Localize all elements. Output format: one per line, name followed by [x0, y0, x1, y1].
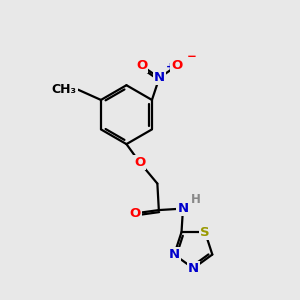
- Text: CH₃: CH₃: [52, 83, 76, 96]
- Text: O: O: [130, 206, 141, 220]
- Text: N: N: [188, 262, 199, 275]
- Text: N: N: [169, 248, 180, 261]
- Text: +: +: [166, 62, 175, 73]
- Text: O: O: [171, 59, 183, 72]
- Text: H: H: [190, 193, 200, 206]
- Text: N: N: [154, 71, 165, 84]
- Text: S: S: [200, 226, 210, 238]
- Text: O: O: [134, 156, 145, 169]
- Text: N: N: [177, 202, 188, 215]
- Text: −: −: [187, 50, 196, 63]
- Text: O: O: [136, 59, 147, 72]
